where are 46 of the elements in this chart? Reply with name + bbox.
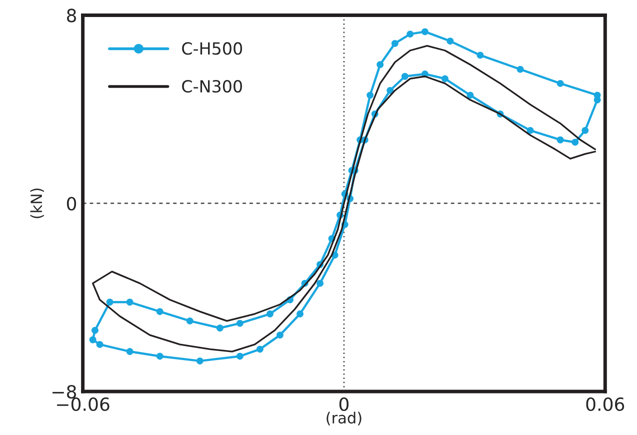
point bbox=[391, 40, 398, 47]
point bbox=[126, 348, 134, 355]
x-tick-label: 0.06 bbox=[586, 397, 624, 412]
x-axis-title: (rad) bbox=[326, 412, 362, 426]
point bbox=[92, 326, 98, 334]
point bbox=[216, 324, 224, 332]
point bbox=[376, 61, 384, 68]
y-tick-label: 8 bbox=[66, 8, 76, 22]
y-axis-title: (kN) bbox=[30, 188, 44, 218]
point bbox=[156, 352, 164, 360]
legend-label: C-H500 bbox=[182, 42, 242, 55]
point bbox=[89, 336, 96, 344]
point bbox=[421, 28, 428, 36]
point bbox=[526, 126, 534, 134]
point bbox=[106, 298, 114, 306]
point bbox=[582, 126, 589, 134]
point bbox=[186, 317, 194, 324]
point bbox=[401, 72, 408, 80]
point bbox=[316, 280, 324, 287]
x-tick-label: −0.06 bbox=[57, 397, 110, 412]
point bbox=[556, 80, 564, 87]
point bbox=[572, 138, 579, 146]
point bbox=[594, 96, 601, 104]
point bbox=[236, 320, 244, 327]
point bbox=[256, 346, 264, 353]
point bbox=[96, 340, 104, 348]
y-tick-label: 0 bbox=[66, 196, 76, 210]
legend-label: C-N300 bbox=[182, 80, 242, 93]
point bbox=[556, 136, 564, 144]
point bbox=[466, 92, 474, 99]
point bbox=[236, 352, 244, 360]
point bbox=[276, 332, 284, 339]
point bbox=[126, 298, 134, 306]
point bbox=[516, 66, 524, 73]
point bbox=[441, 75, 448, 82]
x-tick-label: 0 bbox=[339, 397, 349, 412]
point bbox=[446, 38, 454, 45]
point bbox=[196, 357, 204, 364]
y-tick-label: −8 bbox=[52, 384, 76, 399]
point bbox=[296, 310, 304, 318]
point bbox=[406, 30, 414, 38]
point bbox=[386, 87, 394, 94]
point bbox=[156, 308, 164, 316]
point bbox=[366, 92, 374, 99]
point bbox=[266, 310, 274, 318]
point bbox=[476, 52, 484, 59]
